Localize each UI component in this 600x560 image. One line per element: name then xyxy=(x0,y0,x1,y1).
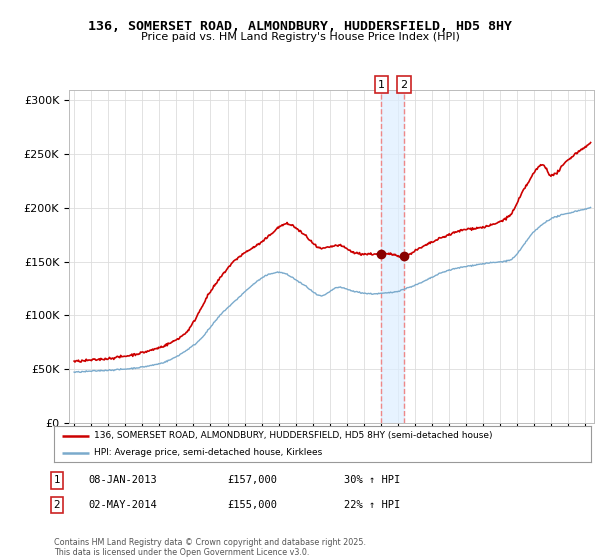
Text: £157,000: £157,000 xyxy=(227,475,277,486)
Text: Price paid vs. HM Land Registry's House Price Index (HPI): Price paid vs. HM Land Registry's House … xyxy=(140,32,460,43)
Text: Contains HM Land Registry data © Crown copyright and database right 2025.
This d: Contains HM Land Registry data © Crown c… xyxy=(54,538,366,557)
Text: 08-JAN-2013: 08-JAN-2013 xyxy=(89,475,157,486)
Text: 1: 1 xyxy=(53,475,61,486)
Text: 22% ↑ HPI: 22% ↑ HPI xyxy=(344,500,400,510)
Text: HPI: Average price, semi-detached house, Kirklees: HPI: Average price, semi-detached house,… xyxy=(94,448,323,457)
Text: 136, SOMERSET ROAD, ALMONDBURY, HUDDERSFIELD, HD5 8HY (semi-detached house): 136, SOMERSET ROAD, ALMONDBURY, HUDDERSF… xyxy=(94,431,493,440)
Text: 136, SOMERSET ROAD, ALMONDBURY, HUDDERSFIELD, HD5 8HY: 136, SOMERSET ROAD, ALMONDBURY, HUDDERSF… xyxy=(88,20,512,32)
Text: 2: 2 xyxy=(53,500,61,510)
Text: 2: 2 xyxy=(400,80,407,90)
Bar xyxy=(382,90,404,423)
Text: 30% ↑ HPI: 30% ↑ HPI xyxy=(344,475,400,486)
Text: 02-MAY-2014: 02-MAY-2014 xyxy=(89,500,157,510)
Text: £155,000: £155,000 xyxy=(227,500,277,510)
Text: 1: 1 xyxy=(378,80,385,90)
